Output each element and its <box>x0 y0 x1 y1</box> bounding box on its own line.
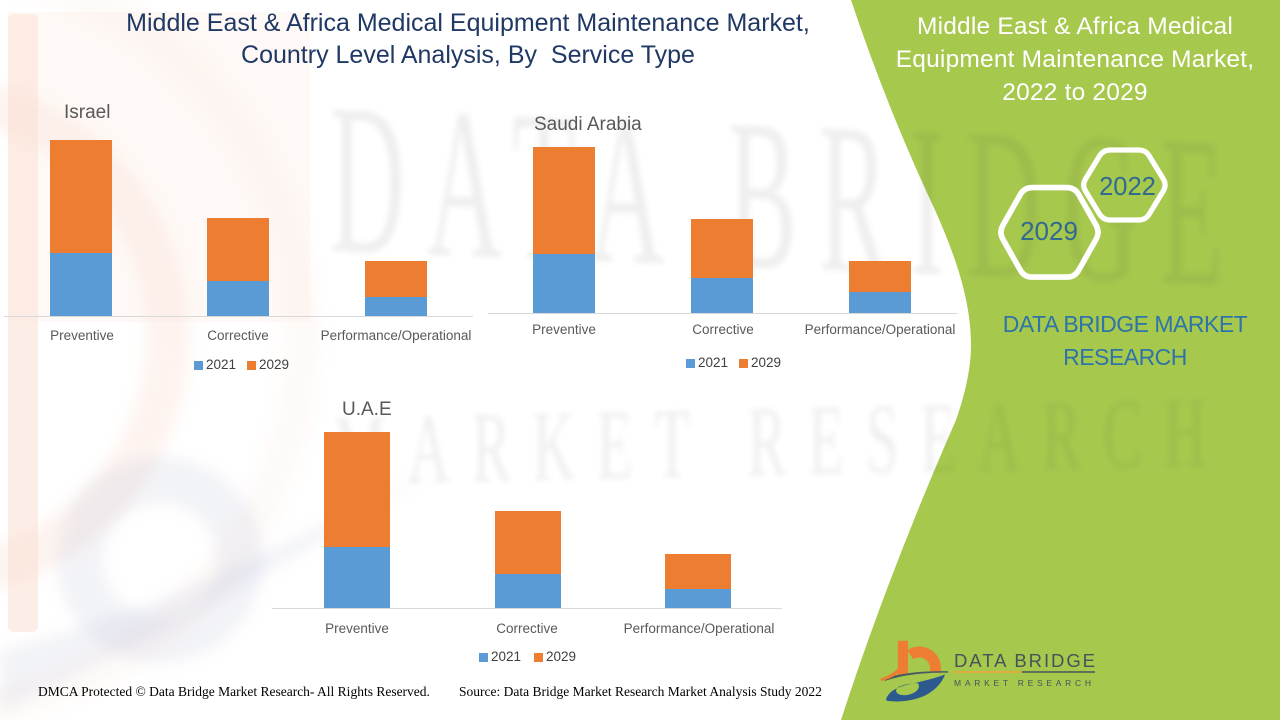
svg-text:DATA BRIDGE: DATA BRIDGE <box>330 59 1245 333</box>
svg-text:DATA BRIDGE: DATA BRIDGE <box>954 650 1095 671</box>
svg-text:2022: 2022 <box>1099 173 1156 201</box>
svg-text:MARKET RESEARCH: MARKET RESEARCH <box>334 376 1228 506</box>
svg-text:2029: 2029 <box>1020 216 1078 246</box>
svg-text:MARKET RESEARCH: MARKET RESEARCH <box>954 678 1094 688</box>
